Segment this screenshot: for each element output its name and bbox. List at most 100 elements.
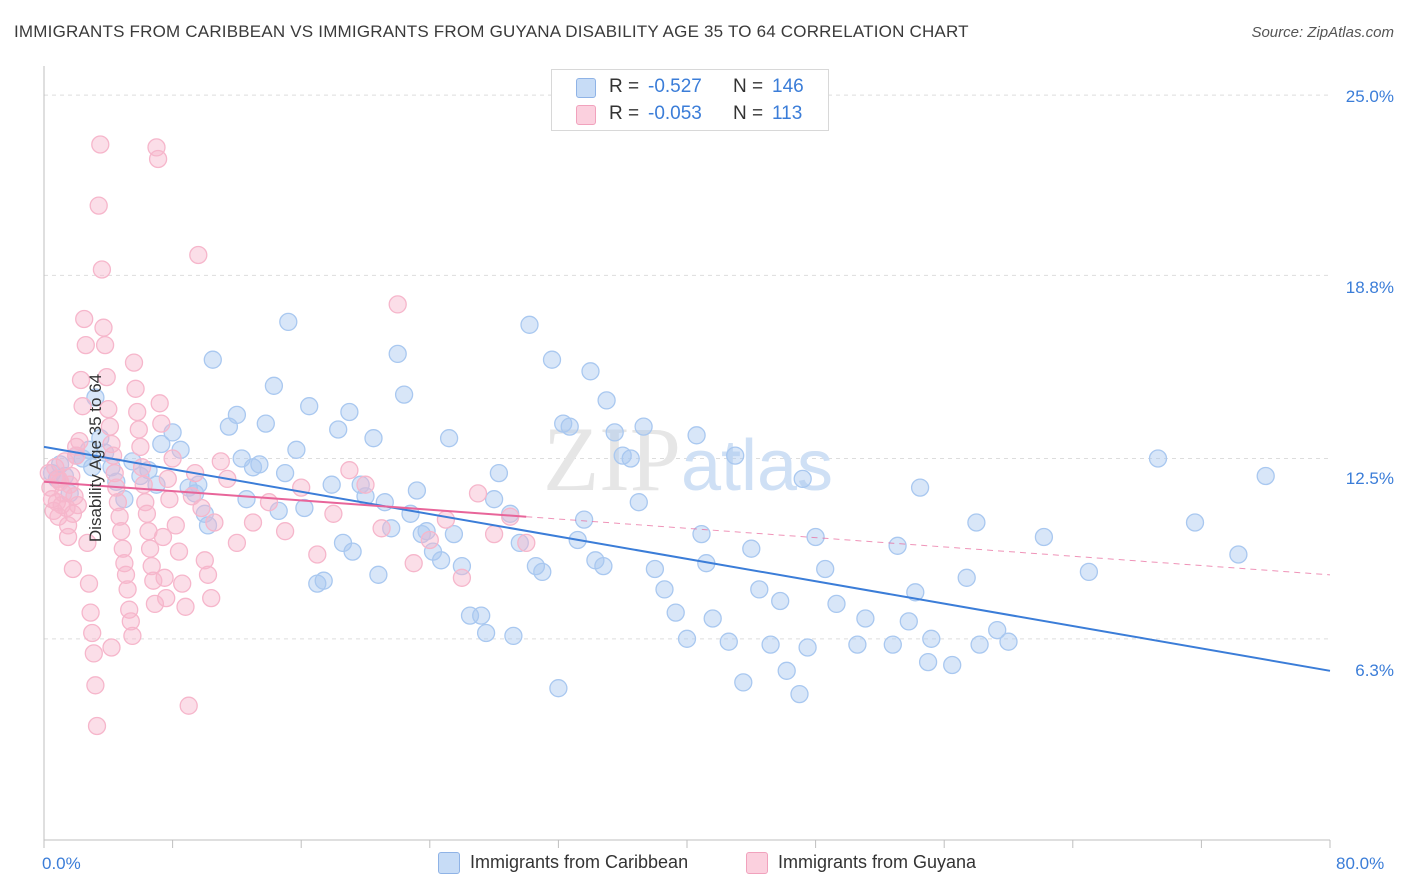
data-point [549, 679, 568, 698]
data-point [1079, 562, 1099, 582]
data-point [329, 420, 348, 439]
data-point [203, 350, 222, 369]
series-points [39, 135, 1275, 736]
data-point [771, 591, 790, 611]
r-value: -0.053 [648, 103, 702, 124]
data-point [906, 583, 925, 602]
data-point [806, 527, 825, 547]
r-label: R = [609, 76, 640, 97]
data-point [468, 484, 488, 503]
data-point [250, 455, 269, 474]
data-point [83, 458, 102, 477]
data-point [407, 481, 427, 500]
data-point [287, 440, 306, 459]
data-point [404, 554, 423, 573]
data-point [259, 493, 279, 512]
y-tick-label: 6.3% [1355, 661, 1394, 680]
data-point [356, 475, 375, 494]
gridlines [44, 94, 1330, 640]
data-point [798, 638, 817, 657]
data-point [295, 498, 314, 518]
data-point [275, 522, 295, 541]
data-point [279, 312, 298, 332]
data-point [142, 556, 161, 576]
data-point [364, 429, 383, 448]
data-point [827, 594, 846, 614]
data-point [629, 493, 648, 512]
data-point [761, 635, 780, 654]
data-point [195, 551, 214, 570]
data-point [899, 612, 918, 631]
data-point [155, 568, 174, 587]
data-point [484, 524, 504, 544]
data-point [324, 504, 343, 523]
data-point [115, 554, 134, 573]
data-point [472, 606, 491, 625]
legend-label: Immigrants from Caribbean [470, 852, 689, 872]
data-point [666, 603, 685, 622]
data-point [227, 405, 247, 425]
data-point [542, 350, 562, 369]
data-point [388, 344, 407, 364]
data-point [340, 461, 359, 480]
data-point [452, 568, 472, 587]
data-point [343, 542, 362, 561]
data-point [102, 434, 121, 454]
data-point [510, 533, 529, 553]
data-point [484, 490, 504, 509]
data-point [134, 475, 153, 494]
data-point [726, 446, 745, 465]
guyana-swatch [576, 105, 596, 125]
data-point [918, 652, 938, 672]
data-point [144, 571, 163, 590]
data-point [97, 367, 116, 387]
r-value: -0.527 [648, 76, 702, 97]
data-point [118, 580, 137, 599]
data-point [192, 498, 211, 518]
data-point [256, 414, 275, 433]
data-point [189, 245, 208, 265]
data-point [816, 559, 835, 579]
data-point [108, 493, 128, 512]
data-point [58, 527, 78, 547]
data-point [84, 644, 103, 663]
data-point [123, 626, 142, 646]
data-point [46, 458, 65, 477]
source-credit: Source: ZipAtlas.com [1251, 24, 1394, 41]
data-point [113, 539, 132, 558]
data-point [145, 594, 165, 614]
data-point [308, 545, 327, 564]
data-point [322, 475, 341, 494]
data-point [777, 661, 796, 680]
data-point [369, 565, 388, 584]
data-point [227, 533, 247, 553]
data-point [967, 513, 986, 532]
data-point [574, 510, 594, 529]
data-point [157, 588, 176, 608]
trend-line-extension [526, 516, 1331, 576]
data-point [92, 260, 112, 279]
data-point [152, 434, 171, 454]
data-point [152, 414, 171, 433]
y-tick-label: 25.0% [1345, 87, 1394, 106]
series-caribbean [42, 312, 1275, 704]
y-axis-label: Disability Age 35 to 64 [86, 373, 106, 543]
data-point [169, 542, 189, 561]
r-label: R = [609, 103, 640, 124]
data-point [153, 527, 173, 547]
guyana-swatch [746, 852, 768, 875]
data-point [655, 580, 674, 599]
data-point [970, 635, 989, 654]
data-point [314, 571, 333, 590]
legend-item-caribbean: Immigrants from Caribbean [438, 852, 689, 875]
trend-line [43, 445, 1331, 672]
data-point [1034, 527, 1054, 547]
data-point [147, 138, 166, 157]
data-point [677, 629, 697, 648]
y-tick-label: 12.5% [1345, 469, 1394, 488]
data-point [198, 565, 218, 584]
data-point [73, 397, 92, 416]
data-point [75, 309, 94, 329]
data-point [848, 635, 867, 654]
